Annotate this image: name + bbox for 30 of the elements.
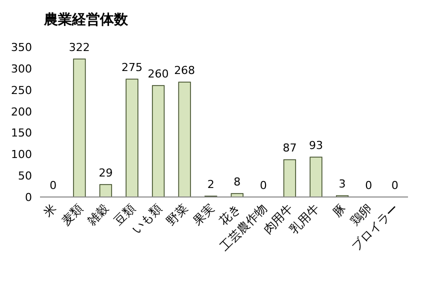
y-tick-label: 100 xyxy=(11,148,32,162)
y-tick-label: 300 xyxy=(11,62,32,76)
data-label: 275 xyxy=(122,61,142,74)
chart-title: 農業経営体数 xyxy=(43,12,129,28)
data-label: 0 xyxy=(50,179,57,192)
x-tick-label: 雑穀 xyxy=(84,201,112,228)
x-tick-label: 麦類 xyxy=(58,201,86,228)
data-label: 87 xyxy=(282,142,297,155)
data-label: 0 xyxy=(365,179,372,192)
data-label: 29 xyxy=(98,166,113,180)
data-label: 0 xyxy=(260,179,267,192)
data-label: 8 xyxy=(234,176,241,189)
data-label: 2 xyxy=(207,178,214,192)
data-label: 260 xyxy=(148,68,169,81)
y-tick-label: 250 xyxy=(11,84,32,97)
data-label: 268 xyxy=(174,64,196,78)
x-tick-label: 果実 xyxy=(190,201,217,228)
data-label: 0 xyxy=(391,179,398,192)
x-tick-label: 米 xyxy=(40,201,60,220)
x-tick-label: 豆類 xyxy=(111,201,138,228)
x-tick-label: 豚 xyxy=(330,201,348,220)
y-tick-label: 200 xyxy=(11,105,32,118)
y-tick-label: 50 xyxy=(18,170,32,183)
y-tick-label: 0 xyxy=(25,191,32,204)
data-label: 3 xyxy=(338,178,346,191)
y-tick-label: 350 xyxy=(11,41,32,54)
x-tick-label: 野菜 xyxy=(164,201,191,228)
data-label: 93 xyxy=(309,139,323,152)
data-label: 322 xyxy=(68,41,90,54)
y-tick-label: 150 xyxy=(11,126,32,140)
